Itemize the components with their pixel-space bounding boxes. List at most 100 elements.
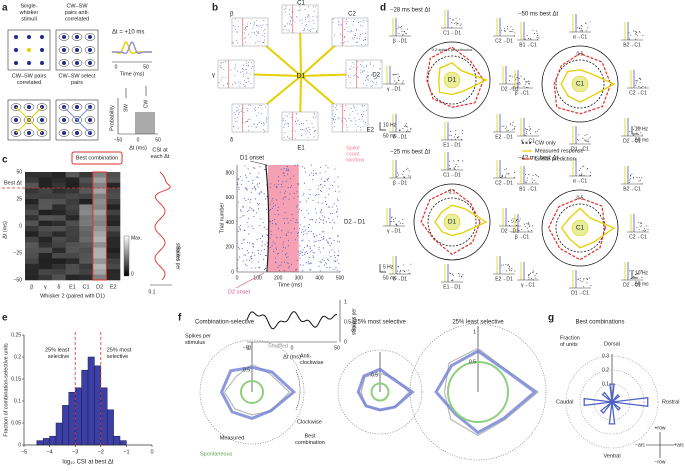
spike — [529, 83, 530, 85]
whisker-arrow — [71, 46, 83, 54]
spike — [580, 30, 582, 32]
heat-cell — [92, 242, 107, 248]
label: 200 — [274, 275, 283, 281]
spike — [324, 196, 326, 199]
label: 50 ms — [635, 281, 649, 287]
label: 50 ms — [383, 275, 397, 281]
label: 0.5 — [577, 195, 584, 201]
spike — [363, 19, 365, 21]
label: 1 — [344, 299, 347, 305]
spike — [334, 190, 337, 192]
spike — [295, 112, 297, 114]
spike — [344, 117, 346, 119]
spike — [302, 254, 304, 256]
spike — [646, 225, 648, 227]
heat-cell — [52, 188, 67, 194]
spike — [258, 32, 260, 34]
spike — [354, 37, 356, 38]
spike — [283, 192, 286, 194]
heat-cell — [52, 215, 67, 221]
spike — [254, 167, 256, 169]
spike — [252, 228, 254, 230]
spike — [360, 72, 362, 74]
spike — [263, 258, 265, 260]
spike — [528, 83, 529, 85]
spike — [241, 179, 243, 181]
spike — [375, 81, 377, 83]
spike — [312, 219, 314, 221]
spike — [244, 85, 246, 87]
bar — [81, 369, 89, 446]
spike — [295, 206, 297, 208]
spike — [277, 206, 279, 208]
spike — [239, 228, 241, 230]
spike — [312, 20, 314, 21]
heat-cell — [92, 220, 107, 227]
spike — [286, 218, 288, 220]
spike — [289, 21, 291, 23]
spike — [306, 24, 308, 26]
spike — [638, 228, 640, 230]
spike — [239, 229, 241, 231]
spike — [341, 120, 343, 122]
heat-cell — [38, 188, 53, 194]
spike — [248, 242, 250, 244]
heat-cell — [65, 193, 80, 200]
spike — [508, 263, 509, 265]
label: Anti- — [300, 353, 311, 359]
heat-cell — [106, 199, 121, 205]
spike — [328, 237, 330, 239]
label: 10 Hz — [383, 122, 397, 128]
spike — [230, 69, 232, 71]
spike — [249, 207, 251, 209]
heat-cell — [25, 193, 39, 200]
spike — [239, 176, 241, 178]
spike — [244, 27, 246, 29]
spike — [329, 244, 331, 247]
bar — [74, 387, 82, 446]
spike — [250, 256, 252, 258]
spike — [352, 21, 354, 23]
whisker — [40, 35, 44, 39]
spike — [322, 219, 324, 221]
spike — [314, 112, 315, 114]
whisker-arrow — [71, 59, 83, 67]
spike — [304, 253, 306, 255]
spike — [504, 175, 506, 177]
whisker — [62, 35, 66, 39]
spike — [258, 252, 260, 254]
spike — [266, 245, 268, 247]
spike — [393, 74, 395, 76]
spike — [294, 239, 296, 241]
spike — [327, 167, 329, 169]
heat-cell — [65, 204, 80, 211]
spike — [245, 65, 247, 66]
spike — [279, 191, 281, 193]
spike — [406, 123, 407, 125]
label: B1→C1 — [519, 186, 537, 192]
spike — [257, 204, 259, 206]
spike — [290, 17, 292, 19]
heat-cell — [92, 193, 107, 200]
spike — [396, 28, 398, 30]
spike — [307, 136, 309, 138]
spike — [506, 168, 507, 170]
heat-cell — [65, 258, 80, 265]
spike — [222, 61, 224, 63]
heat-cell — [52, 204, 67, 211]
spike — [633, 129, 635, 131]
spike — [536, 175, 537, 177]
spike — [234, 117, 236, 119]
spike — [254, 31, 256, 33]
label: 50 — [16, 169, 22, 175]
spike — [586, 134, 588, 136]
spike — [322, 186, 324, 188]
spike — [235, 63, 237, 65]
spike — [407, 167, 409, 169]
whisker — [27, 105, 31, 109]
spike — [349, 82, 351, 84]
spike — [282, 198, 284, 200]
spike — [528, 273, 530, 275]
spike — [325, 203, 328, 206]
label: δ — [230, 138, 234, 144]
